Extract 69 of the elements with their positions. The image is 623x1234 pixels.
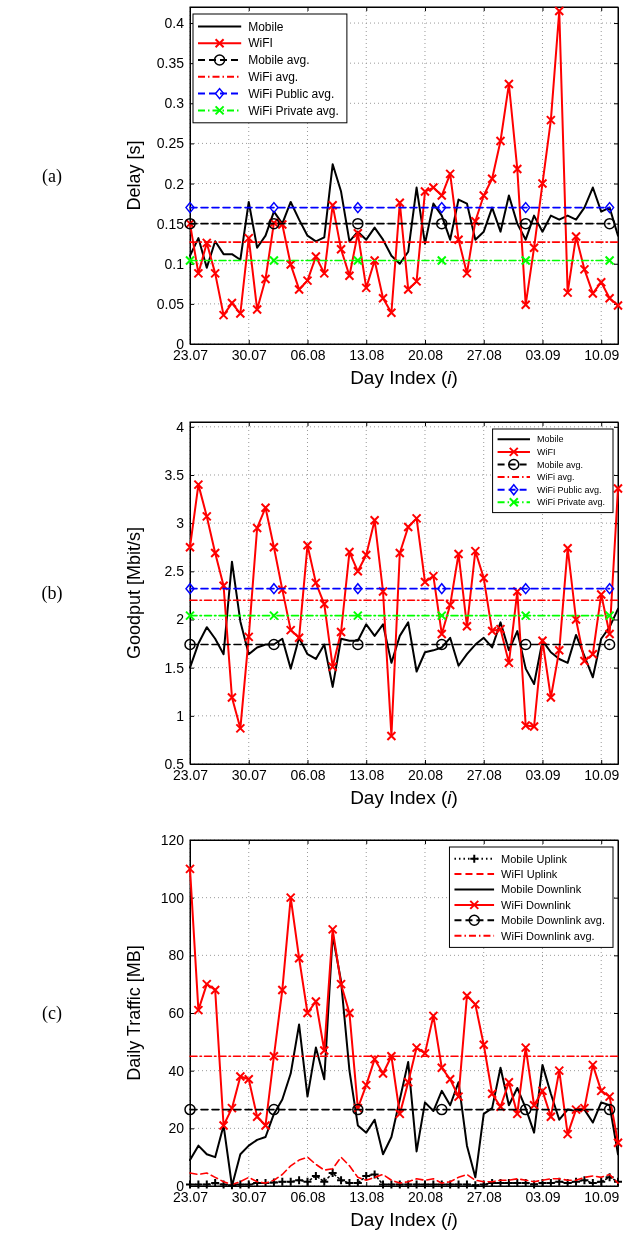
legend-label: WiFi Private avg. [536, 497, 605, 508]
y-tick-label: 3.5 [164, 466, 185, 483]
y-tick-label: 20 [168, 1120, 185, 1137]
x-tick-label: 27.08 [466, 1188, 502, 1205]
legend-label: Mobile Uplink [501, 852, 568, 865]
y-tick-label: 3 [176, 515, 185, 532]
x-tick-label: 03.09 [525, 346, 561, 363]
legend-label: WiFi Public avg. [536, 484, 602, 495]
y-tick-label: 100 [160, 889, 185, 906]
x-tick-label: 06.08 [290, 346, 326, 363]
x-axis-title: Day Index (i) [350, 367, 458, 388]
legend-label: Mobile Downlink [501, 883, 582, 896]
y-tick-label: 40 [168, 1062, 185, 1079]
x-tick-label: 20.08 [407, 346, 444, 363]
legend-label: Mobile [536, 434, 564, 445]
y-tick-label: 1 [176, 707, 185, 724]
y-axis-title: Goodput [Mbit/s] [124, 526, 144, 660]
y-axis-title: Daily Traffic [MB] [124, 945, 144, 1081]
legend-label: WiFI Uplink [501, 867, 558, 880]
text: (c) [42, 1003, 62, 1024]
legend-label: Mobile [248, 19, 284, 34]
y-tick-label: 0.4 [164, 15, 185, 32]
x-tick-label: 03.09 [525, 1188, 561, 1205]
x-tick-label: 10.09 [584, 346, 620, 363]
y-tick-label: 60 [168, 1004, 185, 1021]
legend-label: WiFi Private avg. [248, 103, 339, 118]
legend-label: WiFi Public avg. [248, 86, 335, 101]
x-tick-label: 03.09 [525, 766, 561, 783]
legend-label: Mobile avg. [248, 53, 310, 68]
y-tick-label: 0.25 [156, 135, 185, 152]
text: (b) [41, 583, 63, 604]
x-tick-label: 13.08 [349, 346, 385, 363]
x-tick-label: 30.07 [231, 766, 267, 783]
legend-label: WiFi avg. [248, 70, 299, 84]
x-tick-label: 13.08 [349, 766, 385, 783]
x-tick-label: 27.08 [466, 766, 502, 783]
legend-label: WiFI [536, 447, 556, 458]
y-tick-label: 0.3 [164, 95, 185, 112]
y-tick-label: 0.1 [164, 255, 185, 272]
y-tick-label: 120 [160, 831, 185, 848]
y-tick-label: 0.15 [156, 215, 185, 232]
legend-label: Mobile Downlink avg. [501, 914, 605, 927]
x-tick-label: 10.09 [584, 766, 620, 783]
y-tick-label: 0.2 [164, 175, 185, 192]
y-tick-label: 1.5 [164, 659, 185, 676]
y-tick-label: 2 [176, 611, 185, 628]
legend-label: WiFi Downlink [501, 898, 572, 911]
x-tick-label: 06.08 [290, 1188, 326, 1205]
x-tick-label: 20.08 [407, 766, 444, 783]
legend-label: WiFi Downlink avg. [501, 929, 595, 942]
x-tick-label: 27.08 [466, 346, 502, 363]
x-tick-label: 13.08 [349, 1188, 385, 1205]
legend-label: Mobile avg. [536, 459, 584, 470]
x-tick-label: 06.08 [290, 766, 326, 783]
legend-label: WiFI [248, 36, 273, 51]
y-tick-label: 80 [168, 947, 185, 964]
text: (a) [42, 165, 62, 187]
y-axis-title: Delay [s] [124, 140, 144, 211]
x-axis-title: Day Index (i) [350, 787, 458, 808]
y-tick-label: 4 [176, 418, 185, 435]
y-tick-label: 0.05 [156, 295, 185, 312]
x-tick-label: 20.08 [407, 1188, 444, 1205]
x-tick-label: 30.07 [231, 346, 267, 363]
y-tick-label: 2.5 [164, 563, 185, 580]
x-axis-title: Day Index (i) [350, 1209, 458, 1230]
x-tick-label: 10.09 [584, 1188, 620, 1205]
y-tick-label: 0.35 [156, 55, 185, 72]
x-tick-label: 30.07 [231, 1188, 267, 1205]
legend-label: WiFi avg. [536, 472, 575, 483]
